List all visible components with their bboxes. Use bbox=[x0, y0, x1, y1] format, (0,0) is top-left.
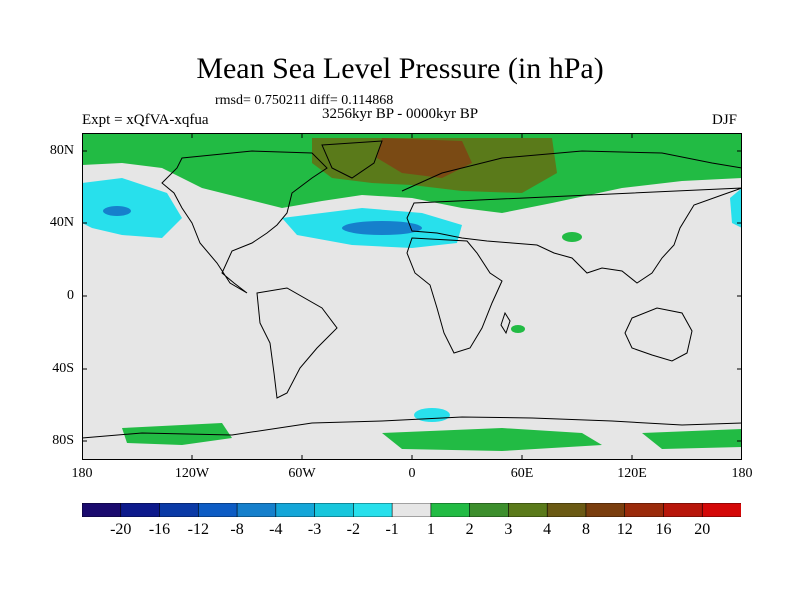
coastline-north-america bbox=[161, 150, 328, 294]
x-label-180w: 180 bbox=[71, 466, 93, 481]
anomaly-cyan-antarctic bbox=[414, 408, 450, 422]
stats-text: rmsd= 0.750211 diff= 0.114868 bbox=[215, 93, 394, 108]
colorbar-swatch bbox=[353, 503, 393, 517]
colorbar-swatch bbox=[624, 503, 665, 517]
colorbar-swatch bbox=[314, 503, 355, 517]
colorbar-label: -3 bbox=[307, 521, 322, 538]
colorbar-swatch bbox=[585, 503, 626, 517]
anomaly-green-south-3 bbox=[642, 429, 742, 449]
anomaly-green-south-2 bbox=[382, 428, 602, 451]
anomaly-cyan-north-pacific bbox=[82, 178, 182, 238]
experiment-label: Expt = xQfVA-xqfua bbox=[82, 112, 209, 128]
colorbar-swatch bbox=[546, 503, 587, 517]
colorbar-swatch bbox=[391, 503, 432, 517]
colorbar-label: 8 bbox=[581, 521, 590, 538]
coastlines bbox=[82, 140, 742, 439]
coastline-antarctica bbox=[82, 416, 742, 439]
colorbar-label: -8 bbox=[230, 521, 244, 538]
coastline-south-america bbox=[256, 287, 338, 399]
colorbar-label: -4 bbox=[269, 521, 283, 538]
anomaly-blue-north-atlantic bbox=[342, 221, 422, 235]
pressure-map bbox=[82, 133, 742, 460]
colorbar-swatch bbox=[701, 503, 741, 517]
x-label-120e: 120E bbox=[617, 466, 647, 481]
period-text: 3256kyr BP - 0000kyr BP bbox=[322, 106, 479, 122]
colorbar bbox=[82, 503, 741, 517]
map-ticks bbox=[82, 133, 742, 460]
colorbar-label: 1 bbox=[426, 521, 435, 538]
chart-title: Mean Sea Level Pressure (in hPa) bbox=[196, 52, 604, 85]
colorbar-label: -2 bbox=[346, 521, 361, 538]
anomaly-green-tropics bbox=[562, 232, 582, 242]
coastline-greenland bbox=[321, 140, 383, 179]
colorbar-swatch bbox=[197, 503, 238, 517]
colorbar-label: 16 bbox=[655, 521, 672, 538]
y-label-80n: 80N bbox=[49, 143, 74, 158]
y-label-0: 0 bbox=[67, 288, 74, 303]
colorbar-swatch bbox=[663, 503, 704, 517]
colorbar-swatch bbox=[430, 503, 471, 517]
colorbar-label: 3 bbox=[504, 521, 513, 538]
colorbar-label: -12 bbox=[187, 521, 209, 538]
x-label-120w: 120W bbox=[174, 466, 210, 481]
colorbar-label: -20 bbox=[110, 521, 132, 538]
anomaly-blue-north-pacific bbox=[103, 206, 131, 216]
colorbar-swatch bbox=[236, 503, 277, 517]
coastline-madagascar bbox=[500, 311, 511, 335]
coastline-australia bbox=[624, 307, 693, 362]
x-label-180e: 180 bbox=[731, 466, 753, 481]
colorbar-swatch bbox=[275, 503, 316, 517]
y-label-40n: 40N bbox=[49, 215, 74, 230]
y-label-40s: 40S bbox=[52, 361, 74, 376]
anomaly-cyan-east-edge bbox=[730, 188, 742, 228]
colorbar-swatch bbox=[508, 503, 548, 517]
colorbar-label: 20 bbox=[694, 521, 711, 538]
anomaly-brown-north bbox=[377, 138, 472, 178]
colorbar-label: 4 bbox=[543, 521, 552, 538]
y-label-80s: 80S bbox=[52, 433, 74, 448]
colorbar-label: 12 bbox=[616, 521, 633, 538]
x-label-60w: 60W bbox=[288, 466, 316, 481]
colorbar-swatch bbox=[82, 503, 122, 517]
anomaly-green-indian-ocean bbox=[511, 325, 525, 333]
colorbar-label: 2 bbox=[465, 521, 474, 538]
coastline-africa bbox=[406, 237, 503, 354]
colorbar-swatch bbox=[159, 503, 200, 517]
colorbar-label: -16 bbox=[148, 521, 171, 538]
season-label: DJF bbox=[712, 112, 738, 128]
x-label-60e: 60E bbox=[510, 466, 534, 481]
coastline-eurasia bbox=[401, 150, 742, 284]
colorbar-label: -1 bbox=[385, 521, 399, 538]
colorbar-swatch bbox=[469, 503, 510, 517]
x-label-0: 0 bbox=[408, 466, 416, 481]
colorbar-swatch bbox=[120, 503, 161, 517]
